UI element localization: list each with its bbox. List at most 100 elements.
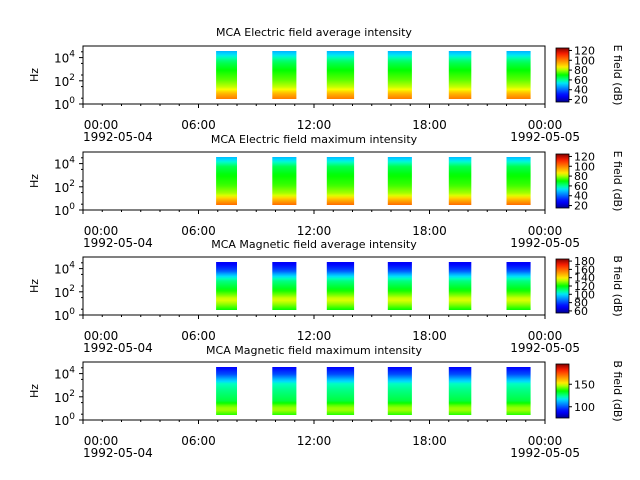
x-tick-label: 06:00 [181,224,216,238]
x-tick-label: 18:00 [412,224,447,238]
y-tick-label: 104 [54,156,75,172]
x-tick-label: 00:00 [84,224,119,238]
colorbar [555,47,570,103]
colorbar [555,258,570,314]
plot-frame [82,361,546,421]
colorbar-tick-label: 80 [574,297,588,310]
panel-1: MCA Electric field average intensity1001… [28,26,624,144]
y-tick-exponent: 2 [69,73,75,83]
y-axis-label: Hz [28,174,41,188]
spectrogram-pass-5 [448,367,472,415]
colorbar-tick-label: 40 [574,84,588,97]
x-tick-label: 18:00 [412,434,447,448]
y-tick-base: 10 [54,263,69,277]
spectrogram-pass-6 [506,367,531,415]
y-tick-base: 10 [54,391,69,405]
x-tick-label: 12:00 [297,118,332,132]
colorbar-tick-label: 100 [574,401,595,414]
panel-title: MCA Magnetic field maximum intensity [206,344,422,357]
colorbar-tick-label: 160 [574,263,595,276]
spectrogram-pass-2 [272,157,297,205]
y-tick-exponent: 4 [69,261,75,271]
spectrogram-pass-2 [272,262,297,310]
panel-3: MCA Magnetic field average intensity1001… [28,238,624,355]
spectrogram-pass-1 [216,157,237,205]
y-tick-base: 10 [54,204,69,218]
panel-2: MCA Electric field maximum intensity1001… [28,133,624,250]
y-tick-exponent: 4 [69,156,75,166]
colorbar-tick-label: 140 [574,272,595,285]
y-tick-label: 100 [54,96,75,112]
colorbar-tick-label: 40 [574,190,588,203]
colorbar-tick-label: 20 [574,94,588,107]
plot-frame [82,45,546,105]
colorbar-tick-label: 60 [574,180,588,193]
y-tick-exponent: 0 [69,307,75,317]
y-tick-base: 10 [54,368,69,382]
spectrogram-pass-2 [272,367,297,415]
y-tick-base: 10 [54,75,69,89]
y-tick-base: 10 [54,309,69,323]
x-tick-label: 00:00 [84,434,119,448]
colorbar-tick-label: 120 [574,150,595,163]
plot-frame [82,151,546,211]
x-tick-label: 00:00 [528,434,563,448]
y-axis-label: Hz [28,279,41,293]
y-axis-label: Hz [28,384,41,398]
x-tick-label: 00:00 [84,329,119,343]
spectrogram-pass-5 [448,51,472,99]
y-tick-label: 104 [54,366,75,382]
x-end-date: 1992-05-05 [510,130,580,144]
colorbar-tick-label: 60 [574,305,588,318]
colorbar-tick-label: 180 [574,255,595,268]
colorbar-tick-label: 120 [574,44,595,57]
y-tick-label: 102 [54,179,75,195]
spectrogram-pass-5 [448,262,472,310]
spectrogram-pass-3 [326,157,355,205]
x-tick-label: 00:00 [528,329,563,343]
x-tick-label: 12:00 [297,434,332,448]
y-tick-exponent: 0 [69,96,75,106]
y-tick-label: 100 [54,412,75,428]
panel-title: MCA Magnetic field average intensity [211,238,417,251]
spectrogram-pass-3 [326,262,355,310]
y-tick-label: 102 [54,284,75,300]
colorbar-tick-label: 100 [574,54,595,67]
spectrogram-pass-6 [506,262,531,310]
y-tick-label: 100 [54,202,75,218]
x-tick-label: 06:00 [181,329,216,343]
spectrogram-pass-4 [387,262,412,310]
panel-title: MCA Electric field average intensity [216,26,412,39]
plot-frame [82,256,546,316]
x-tick-label: 00:00 [84,118,119,132]
colorbar-label: B field (dB) [611,360,624,421]
y-tick-exponent: 2 [69,389,75,399]
y-tick-exponent: 0 [69,202,75,212]
y-tick-label: 104 [54,261,75,277]
spectrogram-pass-5 [448,157,472,205]
x-start-date: 1992-05-04 [83,236,153,250]
x-tick-label: 06:00 [181,118,216,132]
x-start-date: 1992-05-04 [83,446,153,460]
x-start-date: 1992-05-04 [83,341,153,355]
x-tick-label: 18:00 [412,329,447,343]
x-tick-label: 12:00 [297,224,332,238]
spectrogram-pass-3 [326,367,355,415]
colorbar-tick-label: 20 [574,200,588,213]
x-tick-label: 06:00 [181,434,216,448]
x-tick-label: 12:00 [297,329,332,343]
y-tick-exponent: 0 [69,412,75,422]
colorbar-label: B field (dB) [611,255,624,316]
x-start-date: 1992-05-04 [83,130,153,144]
spectrogram-pass-4 [387,367,412,415]
y-tick-exponent: 4 [69,50,75,60]
y-tick-base: 10 [54,286,69,300]
y-tick-base: 10 [54,181,69,195]
y-tick-label: 102 [54,389,75,405]
x-tick-label: 00:00 [528,118,563,132]
colorbar-label: E field (dB) [611,151,624,212]
y-tick-label: 104 [54,50,75,66]
spectrogram-pass-3 [326,51,355,99]
y-tick-base: 10 [54,158,69,172]
